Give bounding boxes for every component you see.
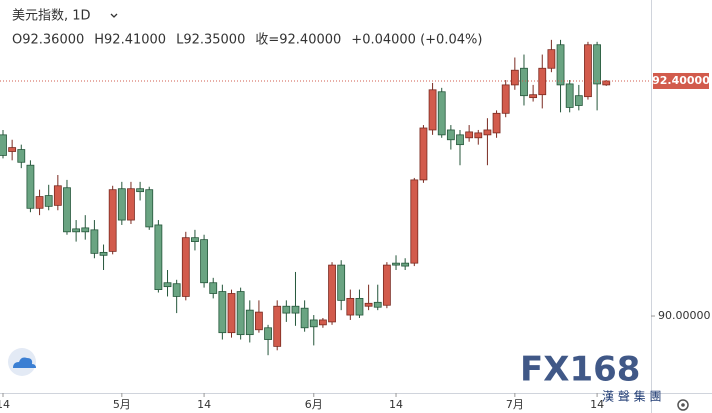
- candle-body: [419, 127, 428, 181]
- candle-body: [574, 95, 583, 106]
- candle-body: [382, 264, 391, 306]
- candle-body: [373, 301, 382, 308]
- y-tick-label: 90.00000: [658, 309, 711, 322]
- candle-body: [227, 293, 236, 334]
- candle-body: [245, 309, 254, 336]
- candle-body: [273, 305, 282, 347]
- candle-body: [593, 44, 601, 85]
- x-tick-label: 5月: [113, 398, 131, 411]
- candle-body: [282, 305, 291, 314]
- watermark-sub: 漢 聲 集 團: [602, 389, 661, 404]
- candle-body: [602, 80, 611, 86]
- candle-body: [410, 179, 419, 264]
- candle-body: [392, 262, 400, 266]
- last-price-label: 92.40000: [652, 74, 710, 87]
- ohlc-legend-item: +0.04000 (+0.04%): [351, 33, 482, 48]
- candle-body: [145, 189, 154, 228]
- candle-body: [483, 129, 492, 136]
- candle-body: [291, 305, 300, 314]
- candle-body: [191, 237, 199, 242]
- x-tick-label: 14: [590, 398, 604, 411]
- x-tick-label: 14: [197, 398, 211, 411]
- candle-body: [309, 319, 318, 328]
- candle-body: [200, 239, 208, 284]
- candle-body: [181, 237, 190, 297]
- candle-body: [337, 264, 346, 301]
- ohlc-legend-item: O92.36000: [12, 33, 84, 48]
- ohlc-legend-item: H92.41000: [94, 33, 166, 48]
- candle-body: [44, 195, 53, 207]
- candle-body: [465, 131, 474, 139]
- candle-body: [355, 297, 364, 316]
- candle-body: [63, 187, 71, 233]
- watermark-brand: FX168: [520, 350, 640, 390]
- candle-body: [474, 132, 483, 139]
- candle-body: [99, 251, 108, 256]
- x-tick-label: 14: [389, 398, 403, 411]
- candle-body: [556, 44, 565, 86]
- candle-body: [81, 227, 90, 233]
- ohlc-legend-item: L92.35000: [176, 33, 245, 48]
- candle-body: [565, 83, 574, 108]
- candle-body: [26, 164, 35, 209]
- candle-body: [90, 229, 99, 254]
- candle-body: [255, 311, 263, 331]
- candle-body: [492, 112, 501, 134]
- candle-body: [364, 302, 373, 307]
- candle-body: [318, 319, 327, 326]
- candle-body: [446, 129, 455, 141]
- candle-body: [456, 134, 464, 146]
- x-tick-label: 7月: [506, 398, 524, 411]
- candle-body: [218, 291, 227, 334]
- candle-body: [17, 149, 26, 163]
- chart-title: 美元指数, 1D: [12, 9, 91, 24]
- candle-body: [547, 49, 556, 69]
- candle-body: [8, 147, 17, 152]
- candle-body: [428, 89, 437, 131]
- candle-body: [529, 94, 538, 99]
- candle-body: [209, 282, 218, 294]
- candle-body: [538, 67, 547, 96]
- candle-body: [154, 224, 163, 290]
- candle-body: [401, 262, 410, 267]
- candle-body: [53, 185, 62, 206]
- candle-body: [163, 282, 172, 288]
- candle-body: [437, 91, 446, 136]
- candle-body: [172, 283, 181, 297]
- x-tick-label: 6月: [305, 398, 323, 411]
- last-price-box: [653, 72, 709, 89]
- candle-body: [300, 307, 309, 329]
- candle-body: [328, 264, 336, 323]
- candle-body: [108, 189, 117, 252]
- candle-body: [136, 188, 145, 193]
- candle-body: [510, 69, 519, 86]
- candle-body: [584, 44, 592, 98]
- interval-chevron[interactable]: [110, 13, 118, 18]
- x-tick-label: 14: [0, 398, 10, 411]
- candle-body: [236, 291, 245, 336]
- candle-body: [501, 84, 510, 114]
- candle-body: [117, 188, 126, 221]
- logo-cloud[interactable]: [8, 348, 36, 376]
- candle-body: [127, 188, 135, 221]
- candle-body: [264, 327, 272, 340]
- candle-body: [520, 67, 528, 97]
- candle-body: [346, 297, 355, 316]
- watermark: FX168 漢 聲 集 團: [520, 350, 661, 404]
- ohlc-legend-item: 收=92.40000: [255, 33, 341, 48]
- plot-area: [0, 39, 611, 356]
- candle-body: [72, 228, 81, 233]
- settings-gear[interactable]: [677, 399, 689, 411]
- candle-body: [35, 196, 44, 209]
- candle-body: [0, 134, 7, 156]
